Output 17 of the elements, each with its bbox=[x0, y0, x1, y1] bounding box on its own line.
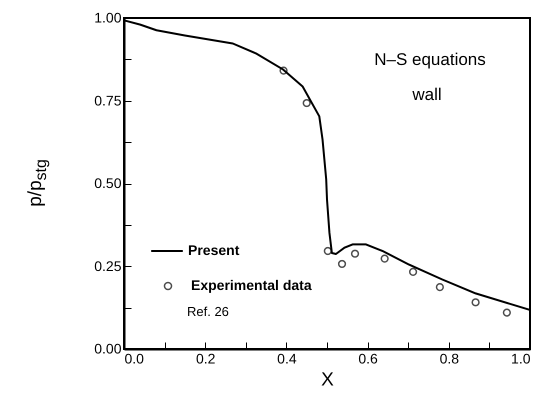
y-tick-label: 0.75 bbox=[94, 92, 122, 108]
annotation: Ref. 26 bbox=[187, 304, 229, 319]
x-tick-label: 1.0 bbox=[511, 350, 531, 366]
x-tick-label: 0.2 bbox=[196, 350, 216, 366]
x-tick-label: 0.6 bbox=[358, 350, 378, 366]
y-tick-label: 1.00 bbox=[94, 10, 122, 26]
legend-label: Present bbox=[188, 242, 240, 258]
y-tick-label: 0.00 bbox=[94, 340, 122, 356]
annotation: N–S equations bbox=[374, 50, 486, 69]
annotation: wall bbox=[411, 85, 442, 104]
y-tick-label: 0.25 bbox=[94, 258, 122, 274]
y-tick-label: 0.50 bbox=[94, 175, 122, 191]
x-tick-label: 0.4 bbox=[277, 350, 297, 366]
legend-label: Experimental data bbox=[191, 277, 312, 293]
x-axis-title: X bbox=[321, 370, 334, 390]
x-tick-label: 0.8 bbox=[440, 350, 460, 366]
x-tick-label: 0.0 bbox=[124, 350, 144, 366]
